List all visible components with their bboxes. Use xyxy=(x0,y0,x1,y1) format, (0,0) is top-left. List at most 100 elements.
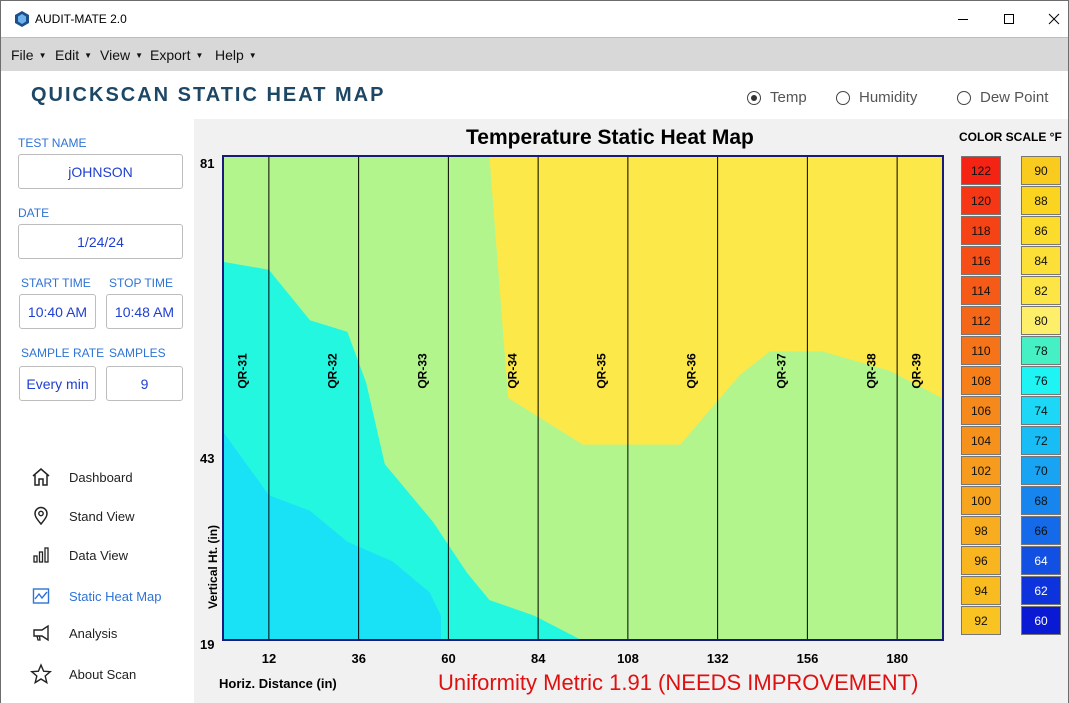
test-name-label: TEST NAME xyxy=(18,136,87,150)
maximize-button[interactable] xyxy=(986,1,1032,37)
samples-field[interactable]: 9 xyxy=(106,366,183,401)
x-tick-label: 108 xyxy=(617,651,639,666)
star-icon xyxy=(29,662,53,686)
y-tick-label: 19 xyxy=(200,637,215,652)
color-scale-swatch: 66 xyxy=(1021,516,1061,545)
uniformity-metric: Uniformity Metric 1.91 (NEEDS IMPROVEMEN… xyxy=(438,670,919,695)
color-scale-swatch: 98 xyxy=(961,516,1001,545)
x-tick-label: 180 xyxy=(886,651,909,666)
maximize-icon xyxy=(1004,14,1014,24)
megaphone-icon xyxy=(29,621,53,645)
sample-rate-label: SAMPLE RATE xyxy=(21,346,105,360)
color-scale-swatch: 120 xyxy=(961,186,1001,215)
samples-label: SAMPLES xyxy=(109,346,166,360)
heat-map-svg xyxy=(224,157,942,639)
y-tick-label: 43 xyxy=(200,451,215,466)
title-bar: AUDIT-MATE 2.0 xyxy=(1,1,1068,37)
color-scale-swatch: 82 xyxy=(1021,276,1061,305)
x-tick-label: 12 xyxy=(261,651,277,666)
sample-rate-field[interactable]: Every min xyxy=(19,366,96,401)
nav-static-heat-map[interactable]: Static Heat Map xyxy=(29,583,162,609)
sensor-label: QR-32 xyxy=(325,353,340,389)
x-tick-label: 132 xyxy=(706,651,729,666)
window-title: AUDIT-MATE 2.0 xyxy=(35,12,127,26)
color-scale-swatch: 108 xyxy=(961,366,1001,395)
color-scale-swatch: 70 xyxy=(1021,456,1061,485)
mode-radio-temp[interactable]: Temp xyxy=(747,89,807,106)
chevron-down-icon: ▼ xyxy=(248,51,257,60)
sensor-label: QR-34 xyxy=(505,353,520,389)
color-scale-swatch: 104 xyxy=(961,426,1001,455)
temp-region-80 xyxy=(489,157,942,445)
nav-data-view[interactable]: Data View xyxy=(29,542,128,568)
color-scale-swatch: 64 xyxy=(1021,546,1061,575)
close-icon xyxy=(1048,13,1060,25)
color-scale-swatch: 102 xyxy=(961,456,1001,485)
mode-radio-dew-point[interactable]: Dew Point xyxy=(957,89,1048,106)
color-scale-swatch: 68 xyxy=(1021,486,1061,515)
sensor-label: QR-31 xyxy=(236,353,251,389)
stop-time-label: STOP TIME xyxy=(109,276,174,290)
y-axis-label: Vertical Ht. (in) xyxy=(206,524,220,609)
color-scale-swatch: 122 xyxy=(961,156,1001,185)
sensor-label: QR-33 xyxy=(415,353,430,389)
color-scale-swatch: 100 xyxy=(961,486,1001,515)
color-scale-swatch: 86 xyxy=(1021,216,1061,245)
nav-dashboard[interactable]: Dashboard xyxy=(29,464,133,490)
radio-unselected-icon xyxy=(836,90,850,105)
color-scale-swatch: 106 xyxy=(961,396,1001,425)
heat-map-icon xyxy=(29,584,53,608)
x-tick-label: 60 xyxy=(441,651,456,666)
close-button[interactable] xyxy=(1031,1,1069,37)
chevron-down-icon: ▼ xyxy=(84,51,93,60)
stop-time-field[interactable]: 10:48 AM xyxy=(106,294,183,329)
radio-selected-icon xyxy=(747,90,761,105)
color-scale-swatch: 112 xyxy=(961,306,1001,335)
color-scale-swatch: 74 xyxy=(1021,396,1061,425)
date-field[interactable]: 1/24/24 xyxy=(18,224,183,259)
location-pin-icon xyxy=(29,504,53,528)
color-scale-swatch: 80 xyxy=(1021,306,1061,335)
nav-about-scan[interactable]: About Scan xyxy=(29,661,136,687)
color-scale-swatch: 114 xyxy=(961,276,1001,305)
color-scale-swatch: 62 xyxy=(1021,576,1061,605)
color-scale-swatch: 76 xyxy=(1021,366,1061,395)
menu-bar: File ▼ Edit ▼ View ▼ Export ▼ Help ▼ xyxy=(1,37,1068,71)
heat-map-panel: Temperature Static Heat Map COLOR SCALE … xyxy=(194,119,1068,703)
test-info-panel: TEST NAME jOHNSON DATE 1/24/24 START TIM… xyxy=(1,119,194,703)
menu-view[interactable]: View ▼ xyxy=(100,47,144,63)
chart-title: Temperature Static Heat Map xyxy=(466,126,754,149)
sensor-label: QR-36 xyxy=(684,353,699,389)
nav-analysis[interactable]: Analysis xyxy=(29,620,117,646)
home-icon xyxy=(29,465,53,489)
date-label: DATE xyxy=(18,206,50,220)
menu-file[interactable]: File ▼ xyxy=(11,47,47,63)
color-scale-swatch: 94 xyxy=(961,576,1001,605)
minimize-button[interactable] xyxy=(940,1,986,37)
start-time-field[interactable]: 10:40 AM xyxy=(19,294,96,329)
sensor-label: QR-37 xyxy=(774,353,789,389)
menu-export[interactable]: Export ▼ xyxy=(150,47,204,63)
color-scale-swatch: 72 xyxy=(1021,426,1061,455)
color-scale-swatch: 96 xyxy=(961,546,1001,575)
x-axis-label: Horiz. Distance (in) xyxy=(219,676,337,691)
sensor-label: QR-39 xyxy=(909,353,924,389)
test-name-field[interactable]: jOHNSON xyxy=(18,154,183,189)
color-scale-swatch: 116 xyxy=(961,246,1001,275)
sensor-label: QR-38 xyxy=(864,353,879,389)
color-scale-swatch: 88 xyxy=(1021,186,1061,215)
color-scale-swatch: 118 xyxy=(961,216,1001,245)
color-scale-swatch: 84 xyxy=(1021,246,1061,275)
mode-radio-humidity[interactable]: Humidity xyxy=(836,89,917,106)
nav-stand-view[interactable]: Stand View xyxy=(29,503,135,529)
app-logo-icon xyxy=(15,11,29,27)
start-time-label: START TIME xyxy=(21,276,91,290)
menu-help[interactable]: Help ▼ xyxy=(215,47,257,63)
menu-edit[interactable]: Edit ▼ xyxy=(55,47,93,63)
x-tick-label: 84 xyxy=(531,651,546,666)
color-scale-title: COLOR SCALE °F xyxy=(959,130,1062,144)
sensor-label: QR-35 xyxy=(595,353,610,389)
color-scale-swatch: 110 xyxy=(961,336,1001,365)
color-scale-swatch: 92 xyxy=(961,606,1001,635)
